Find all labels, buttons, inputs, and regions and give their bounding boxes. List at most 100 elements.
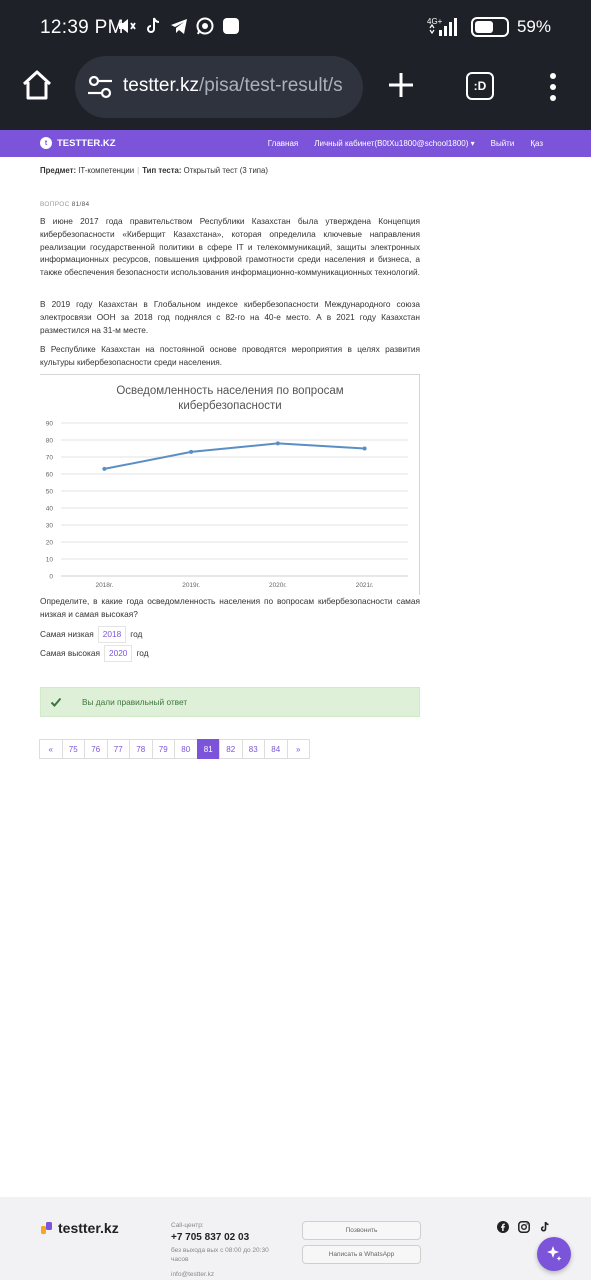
data-point [362,446,367,451]
whatsapp-button[interactable]: Написать в WhatsApp [302,1245,421,1264]
instagram-icon[interactable] [518,1221,530,1233]
footer-social [497,1221,551,1233]
status-notification-icons [117,16,241,36]
footer-contacts: Call-центр: +7 705 837 02 03 без выхода … [171,1221,269,1279]
status-system-icons: 4G+ 59% [427,16,551,38]
nav-language[interactable]: Қаз [530,139,543,148]
pagination-page[interactable]: 77 [106,739,130,759]
y-tick-label: 10 [46,557,54,564]
subject-value: IT-компетенции [78,166,135,175]
site-footer: testter.kz Call-центр: +7 705 837 02 03 … [0,1197,591,1280]
x-tick-label: 2020г. [269,582,287,589]
question-paragraph-2: В 2019 году Казахстан в Глобальном индек… [40,299,420,335]
answer-highest-suffix: год [136,648,149,658]
answer-lowest-value: 2018 [97,626,127,643]
site-logo[interactable]: t TESTTER.KZ [40,137,116,149]
y-tick-label: 90 [46,421,54,428]
pagination-page[interactable]: 76 [84,739,108,759]
question-number: ВОПРОС 81/84 [40,199,89,212]
facebook-icon[interactable] [497,1221,509,1233]
call-button[interactable]: Позвонить [302,1221,421,1240]
pagination-page[interactable]: 75 [61,739,85,759]
browser-toolbar: testter.kz/pisa/test-result/s :D [0,56,591,130]
pagination-next[interactable]: » [286,739,310,759]
telegram-icon [171,19,187,34]
question-pagination: « 75 76 77 78 79 80 81 82 83 84 » [39,739,310,759]
pagination-page[interactable]: 80 [174,739,198,759]
tiktok-icon[interactable] [539,1221,551,1233]
question-paragraph-3: В Республике Казахстан на постоянной осн… [40,344,420,367]
data-point [102,466,107,471]
address-bar[interactable]: testter.kz/pisa/test-result/s [75,56,363,118]
pagination-page-active[interactable]: 81 [196,739,220,759]
mute-icon [119,19,136,33]
footer-logo-icon [41,1222,52,1234]
x-tick-label: 2018г. [95,582,113,589]
status-time: 12:39 PM [40,17,124,38]
tab-switcher-button[interactable]: :D [466,72,494,100]
more-menu-icon[interactable] [549,72,557,102]
pagination-page[interactable]: 84 [264,739,288,759]
footer-phone[interactable]: +7 705 837 02 03 [171,1232,250,1243]
new-tab-icon[interactable] [386,70,416,100]
y-tick-label: 70 [46,455,54,462]
footer-logo[interactable]: testter.kz [40,1220,119,1236]
y-tick-label: 0 [49,574,53,581]
pagination-prev[interactable]: « [39,739,63,759]
footer-hours-2: часов [171,1256,189,1263]
awareness-chart: Осведомленность населения по вопросам ки… [40,374,420,595]
callcenter-label: Call-центр: [171,1222,204,1229]
chart-title-line-1: Осведомленность населения по вопросам [116,385,343,397]
tiktok-icon [147,17,160,33]
battery-icon [470,17,509,37]
url-text[interactable]: testter.kz/pisa/test-result/s [123,75,355,97]
line-chart: Осведомленность населения по вопросам ки… [46,385,408,589]
chart-title-line-2: кибербезопасности [178,400,281,412]
signal-icon: 4G+ [427,17,457,36]
check-icon [50,697,62,707]
y-tick-label: 80 [46,438,54,445]
nav-menu: Главная Личный кабинет(B0tXu1800@school1… [268,139,543,148]
data-point [189,449,194,454]
pagination-page[interactable]: 79 [151,739,175,759]
site-navbar: t TESTTER.KZ Главная Личный кабинет(B0tX… [0,130,591,157]
question-prompt: Определите, в какие года осведомленность… [40,596,420,619]
data-point [275,441,280,446]
test-type-value: Открытый тест (3 типа) [183,166,268,175]
url-path: /pisa/test-result/s [199,75,343,96]
answer-highest-value: 2020 [103,645,133,662]
question-number-value: 81/84 [71,201,90,208]
result-alert: Вы дали правильный ответ [40,687,420,717]
answer-lowest-label: Самая низкая [40,629,94,639]
y-tick-label: 20 [46,540,54,547]
series-line [104,442,365,470]
y-tick-label: 40 [46,506,54,513]
test-meta: Предмет: IT-компетенции | Тип теста: Откры… [40,166,268,175]
question-paragraph-1: В июне 2017 года правительством Республи… [40,216,420,278]
nav-home[interactable]: Главная [267,139,299,148]
x-tick-label: 2021г. [356,582,374,589]
y-tick-label: 30 [46,523,54,530]
answer-highest: Самая высокая 2020 год [40,645,149,662]
test-type-label: Тип теста: [142,166,182,175]
pagination-page[interactable]: 82 [219,739,243,759]
y-tick-label: 60 [46,472,54,479]
footer-brand: testter.kz [58,1220,119,1236]
nav-account[interactable]: Личный кабинет(B0tXu1800@school1800) ▾ [314,139,475,148]
logo-icon: t [40,137,52,149]
pagination-page[interactable]: 78 [129,739,153,759]
assistant-sparkle-button[interactable] [537,1237,571,1271]
question-number-label: ВОПРОС [40,201,70,208]
home-icon[interactable] [20,68,54,102]
nav-logout[interactable]: Выйти [490,139,515,148]
result-message: Вы дали правильный ответ [82,697,188,707]
site-brand: TESTTER.KZ [57,137,116,149]
site-settings-icon[interactable] [87,75,113,99]
pagination-page[interactable]: 83 [241,739,265,759]
footer-email[interactable]: info@testter.kz [171,1271,215,1278]
y-tick-label: 50 [46,489,54,496]
status-bar: 12:39 PM 4G+ 59% [0,0,591,56]
sparkle-icon [547,1246,562,1261]
whatsapp-icon [196,17,214,35]
subject-label: Предмет: [40,166,77,175]
